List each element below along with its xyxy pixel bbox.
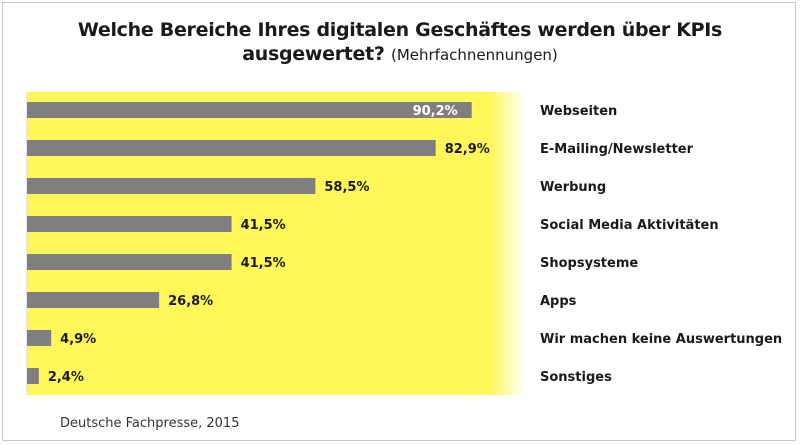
chart-subtitle: (Mehrfachnennungen): [390, 46, 558, 64]
bar-value-label: 2,4%: [48, 370, 84, 385]
bar: [27, 140, 436, 156]
bar: [27, 292, 160, 308]
bar: [27, 216, 232, 232]
title-line-2: ausgewertet? (Mehrfachnennungen): [0, 42, 800, 67]
bar-value-label: 41,5%: [241, 218, 286, 233]
bar: [27, 178, 316, 194]
bar-value-label: 41,5%: [241, 256, 286, 271]
category-label: Shopsysteme: [540, 256, 638, 271]
chart-title: Welche Bereiche Ihres digitalen Geschäft…: [0, 18, 800, 67]
bar-value-label: 90,2%: [413, 104, 458, 119]
bar-value-label: 82,9%: [445, 142, 490, 157]
title-line-1: Welche Bereiche Ihres digitalen Geschäft…: [77, 19, 723, 41]
plot-area: [27, 92, 525, 395]
category-label: E-Mailing/Newsletter: [540, 142, 694, 157]
category-label: Apps: [540, 294, 577, 309]
category-label: Wir machen keine Auswertungen: [540, 332, 782, 347]
category-label: Werbung: [540, 180, 606, 195]
source-note: Deutsche Fachpresse, 2015: [60, 416, 240, 431]
bar-value-label: 26,8%: [168, 294, 213, 309]
category-label: Sonstiges: [540, 370, 612, 385]
bar: [27, 102, 472, 118]
category-label: Social Media Aktivitäten: [540, 218, 719, 233]
bar: [27, 368, 39, 384]
bar: [27, 254, 232, 270]
category-label: Webseiten: [540, 104, 617, 119]
bar-value-label: 58,5%: [324, 180, 369, 195]
title-line-2-text: ausgewertet?: [242, 43, 385, 65]
bar-value-label: 4,9%: [60, 332, 96, 347]
bar: [27, 330, 52, 346]
